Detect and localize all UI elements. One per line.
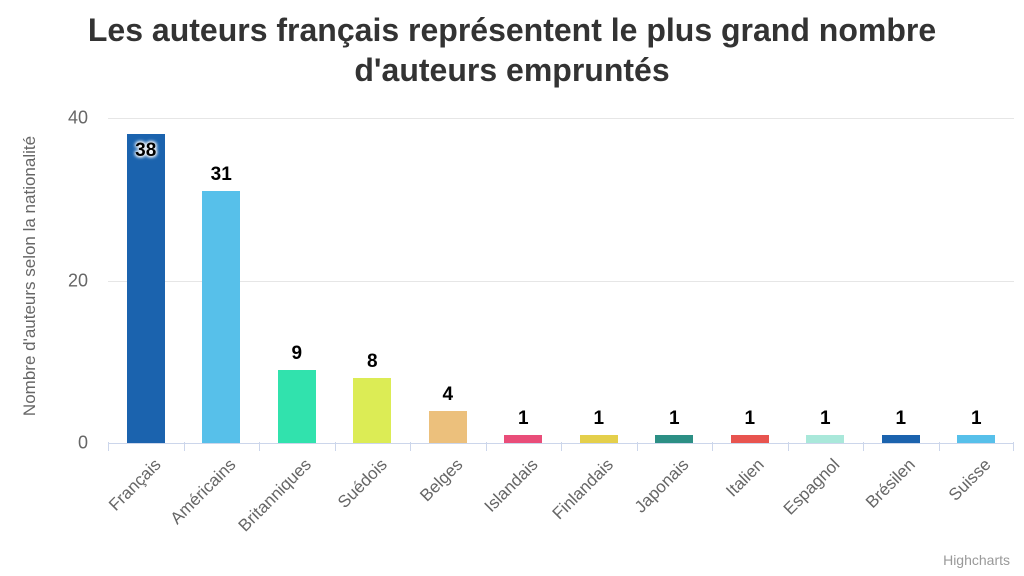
bar-value-label: 1	[744, 407, 756, 429]
bar-value-label: 31	[210, 164, 232, 186]
bar-value-label: 1	[895, 407, 907, 429]
bar-suisse[interactable]	[957, 434, 996, 443]
bar-value-label: 8	[366, 351, 378, 372]
chart-title: Les auteurs français représentent le plu…	[87, 12, 937, 88]
x-axis-tick	[938, 442, 940, 451]
x-axis-tick	[259, 442, 260, 451]
bar-espagnol[interactable]	[806, 434, 845, 443]
x-axis-tick	[863, 442, 864, 451]
bar-belges[interactable]	[428, 410, 467, 443]
x-axis-tick	[334, 442, 336, 451]
x-axis-tick-label: Français	[104, 455, 165, 515]
x-axis-tick	[636, 442, 638, 451]
bar-value-label: 1	[819, 407, 831, 429]
x-axis-tick	[561, 442, 562, 451]
bar-value-label: 4	[442, 383, 454, 405]
x-axis-tick	[787, 442, 789, 451]
y-axis-tick-label: 0	[77, 432, 88, 453]
x-axis-tick	[485, 442, 487, 451]
credits-label[interactable]: Highcharts	[943, 552, 1010, 568]
x-axis-tick	[410, 442, 411, 451]
x-axis-tick	[1013, 442, 1014, 451]
bar-value-label: 1	[970, 407, 982, 429]
x-axis-tick-label: Américains	[166, 455, 240, 528]
bar-brésilen[interactable]	[881, 434, 920, 443]
y-gridline	[108, 280, 1014, 282]
x-axis-tick-label: Brésilen	[862, 455, 920, 512]
y-axis-tick-label: 40	[67, 107, 88, 128]
bar-islandais[interactable]	[504, 434, 543, 443]
x-axis-tick-label: Suisse	[945, 455, 995, 505]
x-axis-tick-label: Islandais	[480, 455, 542, 516]
bar-américains[interactable]	[202, 191, 241, 443]
bar-français[interactable]	[126, 134, 165, 443]
y-axis-tick-label: 20	[67, 270, 88, 290]
x-axis-tick-label: Suédois	[333, 455, 391, 512]
bar-suédois[interactable]	[353, 378, 392, 443]
bar-value-label: 1	[517, 407, 529, 429]
bar-italien[interactable]	[730, 434, 769, 443]
y-axis-title: Nombre d'auteurs selon la nationalité	[20, 135, 39, 417]
x-axis-tick	[108, 442, 109, 451]
bar-value-label: 1	[668, 407, 680, 429]
x-axis-tick-label: Italien	[722, 455, 769, 501]
y-gridline	[108, 118, 1014, 119]
bar-value-label: 1	[593, 407, 605, 429]
x-axis-tick-label: Belges	[415, 455, 467, 506]
x-axis-tick-label: Britanniques	[234, 455, 316, 536]
bar-britanniques[interactable]	[277, 369, 316, 443]
x-axis-tick-label: Japonais	[631, 455, 693, 517]
x-axis-tick-label: Espagnol	[780, 455, 844, 519]
x-axis-tick	[183, 442, 185, 451]
plot-area: 38 Français 31 Américains 9 Britanniques 8 Suéd…	[105, 118, 1014, 535]
x-axis-tick-label: Finlandais	[548, 455, 618, 524]
bar-japonais[interactable]	[655, 434, 694, 443]
x-axis-tick	[712, 442, 713, 451]
bar-finlandais[interactable]	[579, 434, 618, 443]
bar-value-label: 38	[135, 140, 157, 162]
bar-value-label: 9	[291, 342, 303, 364]
